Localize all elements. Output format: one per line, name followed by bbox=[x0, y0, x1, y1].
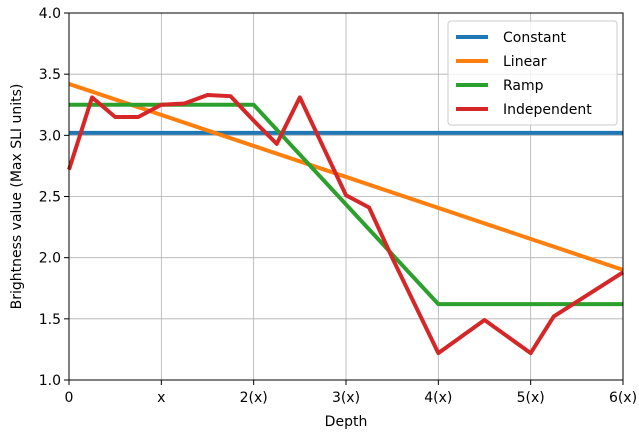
y-tick-label: 4.0 bbox=[39, 6, 61, 22]
series-lines bbox=[67, 82, 625, 356]
y-tick-label: 2.0 bbox=[39, 251, 61, 267]
legend-box bbox=[447, 20, 618, 126]
y-tick-label: 2.5 bbox=[39, 190, 61, 206]
y-tick-label: 3.0 bbox=[39, 128, 61, 144]
y-tick-label: 1.0 bbox=[39, 373, 61, 389]
x-tick-label: x bbox=[157, 390, 165, 406]
x-tick-label: 2(x) bbox=[240, 390, 268, 406]
y-axis-ticks: 1.0 1.5 2.0 2.5 3.0 3.5 4.0 bbox=[39, 6, 69, 389]
y-tick-label: 1.5 bbox=[39, 312, 61, 328]
legend-label-ramp: Ramp bbox=[503, 78, 544, 94]
legend-label-linear: Linear bbox=[503, 54, 547, 70]
x-tick-label: 0 bbox=[65, 390, 74, 406]
x-tick-label: 5(x) bbox=[517, 390, 545, 406]
x-axis-ticks: 0 x 2(x) 3(x) 4(x) 5(x) 6(x) bbox=[65, 380, 637, 406]
y-tick-label: 3.5 bbox=[39, 67, 61, 83]
y-axis-label: Brightness value (Max SLI units) bbox=[9, 84, 25, 310]
x-axis-label: Depth bbox=[325, 414, 368, 430]
x-tick-label: 6(x) bbox=[609, 390, 637, 406]
series-line-independent bbox=[67, 92, 625, 356]
legend: Constant Linear Ramp Independent bbox=[447, 20, 618, 126]
legend-label-constant: Constant bbox=[503, 30, 566, 46]
series-line-linear bbox=[68, 82, 624, 272]
x-tick-label: 4(x) bbox=[424, 390, 452, 406]
x-tick-label: 3(x) bbox=[332, 390, 360, 406]
legend-label-independent: Independent bbox=[503, 102, 592, 118]
